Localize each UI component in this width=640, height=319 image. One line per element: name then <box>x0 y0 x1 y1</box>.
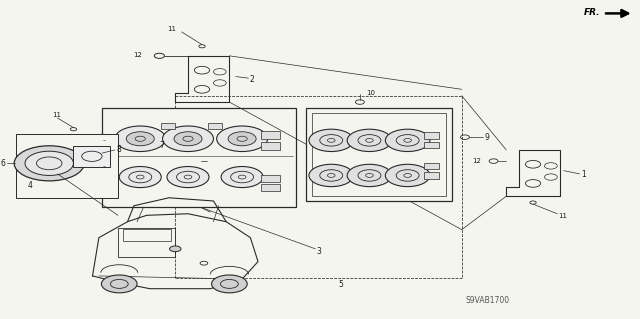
Bar <box>312 113 446 196</box>
Text: 3: 3 <box>316 247 321 256</box>
Text: 11: 11 <box>559 213 568 219</box>
Bar <box>306 108 452 201</box>
Circle shape <box>174 132 202 146</box>
Bar <box>424 132 440 139</box>
Text: 11: 11 <box>52 113 61 118</box>
Circle shape <box>163 126 214 152</box>
Circle shape <box>228 132 256 146</box>
Circle shape <box>347 164 392 187</box>
Circle shape <box>101 275 137 293</box>
Circle shape <box>309 129 353 152</box>
Text: 7: 7 <box>159 141 164 150</box>
Circle shape <box>167 167 209 188</box>
Text: 10: 10 <box>366 90 375 95</box>
Bar <box>424 172 440 179</box>
Bar <box>123 229 171 241</box>
Bar <box>161 123 175 129</box>
Text: 2: 2 <box>250 75 255 84</box>
Text: 4: 4 <box>28 181 33 190</box>
Text: 12: 12 <box>133 52 142 58</box>
Circle shape <box>309 164 353 187</box>
Circle shape <box>385 164 430 187</box>
Bar <box>209 123 222 129</box>
Text: 5: 5 <box>339 280 343 289</box>
Bar <box>261 131 280 139</box>
Circle shape <box>217 126 268 152</box>
Text: FR.: FR. <box>584 8 600 17</box>
Circle shape <box>126 132 154 146</box>
Circle shape <box>119 167 161 188</box>
Bar <box>261 142 280 150</box>
Bar <box>261 184 280 191</box>
Bar <box>74 146 110 167</box>
Circle shape <box>14 146 84 181</box>
Bar <box>16 134 118 198</box>
Circle shape <box>212 275 247 293</box>
Circle shape <box>385 129 430 152</box>
Circle shape <box>347 129 392 152</box>
Text: 6: 6 <box>1 159 5 168</box>
Circle shape <box>221 167 263 188</box>
Circle shape <box>115 126 166 152</box>
Text: S9VAB1700: S9VAB1700 <box>465 296 509 305</box>
Text: 8: 8 <box>116 145 121 154</box>
Bar <box>118 228 175 257</box>
Text: 9: 9 <box>484 133 489 142</box>
Text: 1: 1 <box>580 170 586 179</box>
Text: 11: 11 <box>168 26 177 32</box>
Circle shape <box>170 246 181 252</box>
Circle shape <box>25 151 74 175</box>
Text: 12: 12 <box>472 158 481 164</box>
Bar <box>261 175 280 182</box>
Bar <box>102 108 296 207</box>
Bar <box>424 142 440 148</box>
Bar <box>424 163 440 169</box>
